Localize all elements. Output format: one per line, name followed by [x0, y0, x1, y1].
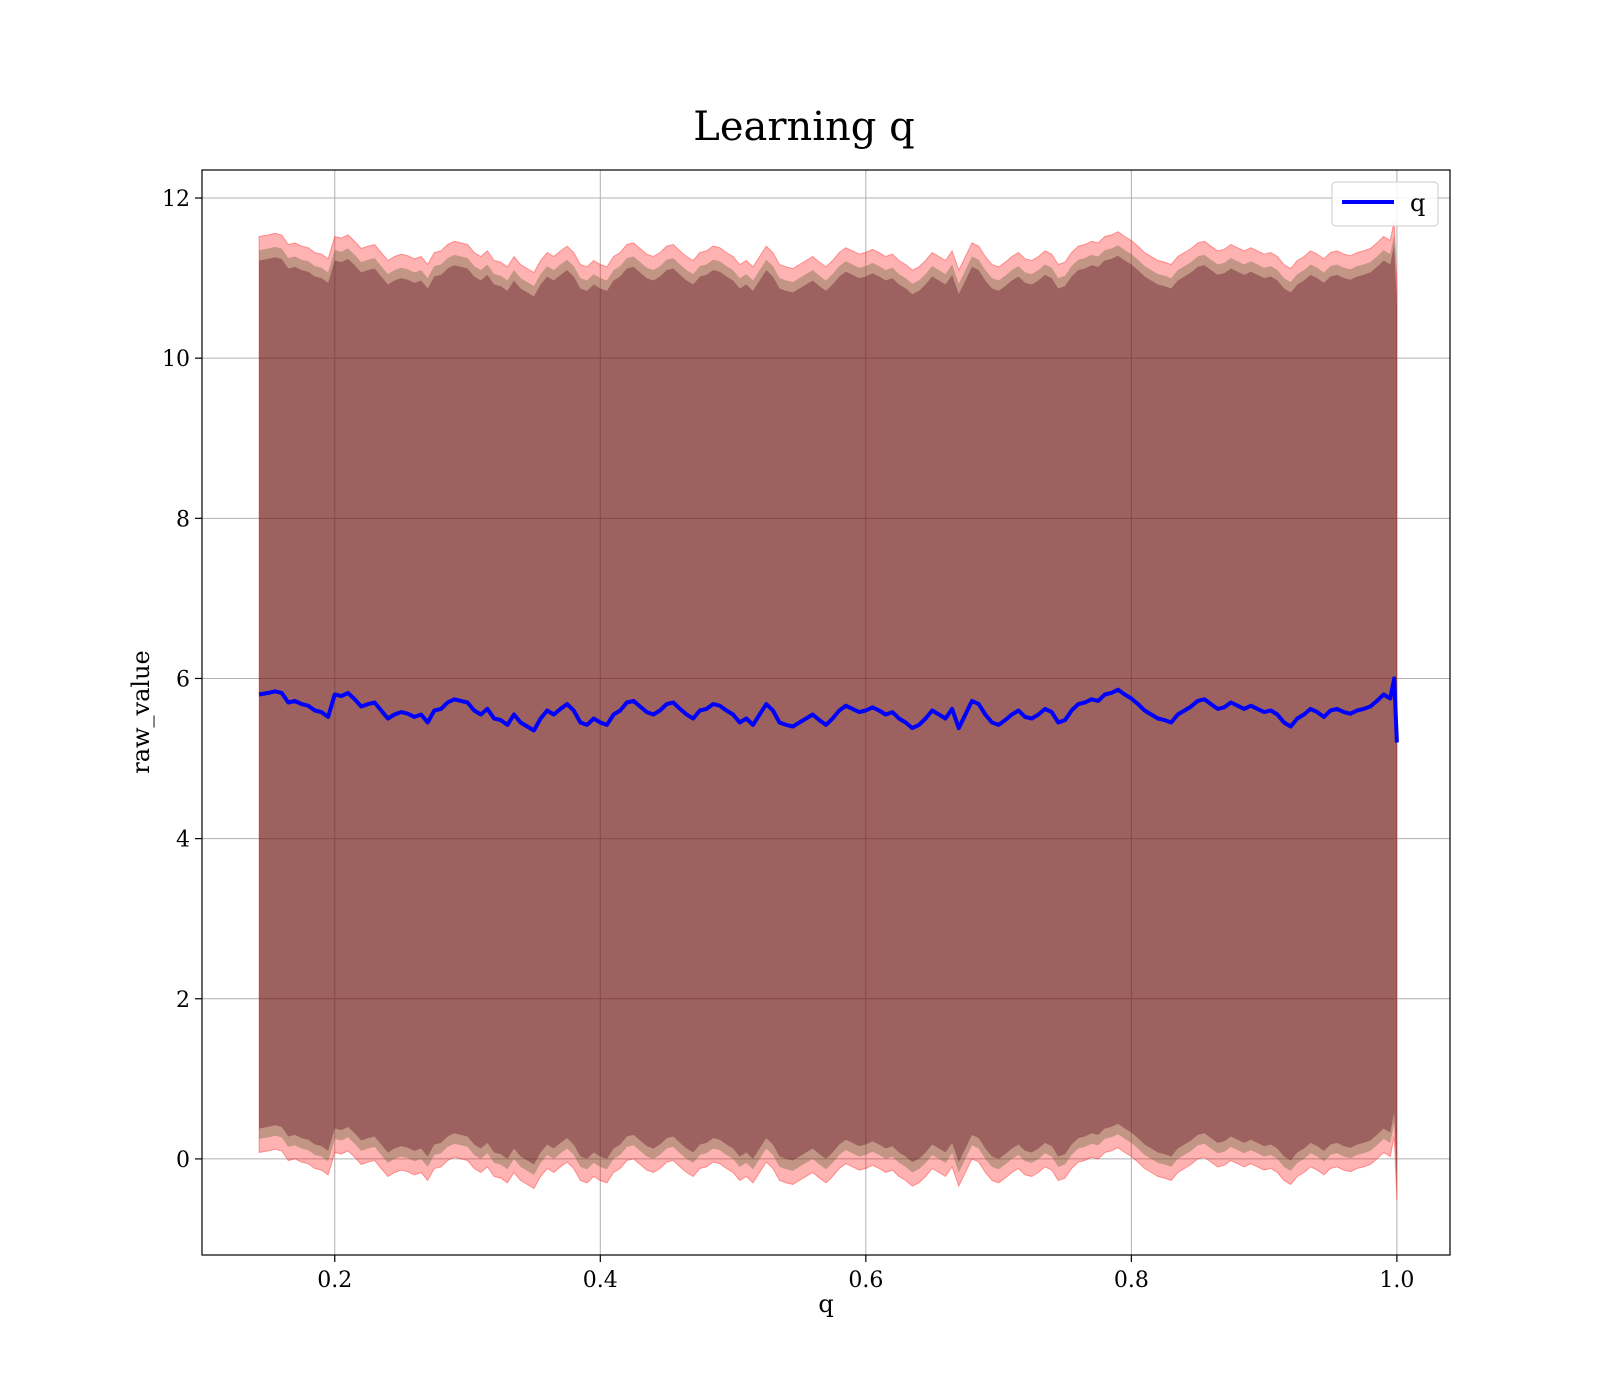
confidence-bands — [258, 220, 1398, 1201]
chart-title: Learning q — [693, 104, 914, 150]
legend-label-q: q — [1410, 189, 1425, 217]
series-lines — [258, 676, 1399, 743]
y-tick-label: 4 — [176, 828, 190, 853]
x-tick-label: 0.6 — [848, 1268, 883, 1293]
outer-confidence-band — [258, 220, 1398, 1201]
x-tick-label: 0.4 — [583, 1268, 618, 1293]
legend: q — [1331, 181, 1439, 227]
y-axis-label: raw_value — [127, 650, 155, 774]
x-tick-label: 0.8 — [1114, 1268, 1149, 1293]
y-tick-label: 12 — [162, 187, 190, 212]
y-tick-label: 10 — [162, 347, 190, 372]
inner-confidence-band — [259, 234, 1397, 1187]
x-tick-label: 0.2 — [317, 1268, 352, 1293]
x-tick-label: 1.0 — [1379, 1268, 1414, 1293]
plot-frame — [201, 169, 1451, 1256]
y-tick-label: 2 — [176, 988, 190, 1013]
x-axis-ticks: 0.2 0.4 0.6 0.8 1.0 — [317, 1255, 1414, 1293]
x-axis-label: q — [818, 1290, 833, 1318]
y-tick-label: 0 — [176, 1148, 190, 1173]
y-tick-label: 8 — [176, 507, 190, 532]
y-tick-label: 6 — [176, 667, 190, 692]
y-axis-ticks: 0 2 4 6 8 10 12 — [162, 187, 202, 1173]
series-line-q — [258, 676, 1399, 743]
core-confidence-band — [259, 244, 1397, 1177]
